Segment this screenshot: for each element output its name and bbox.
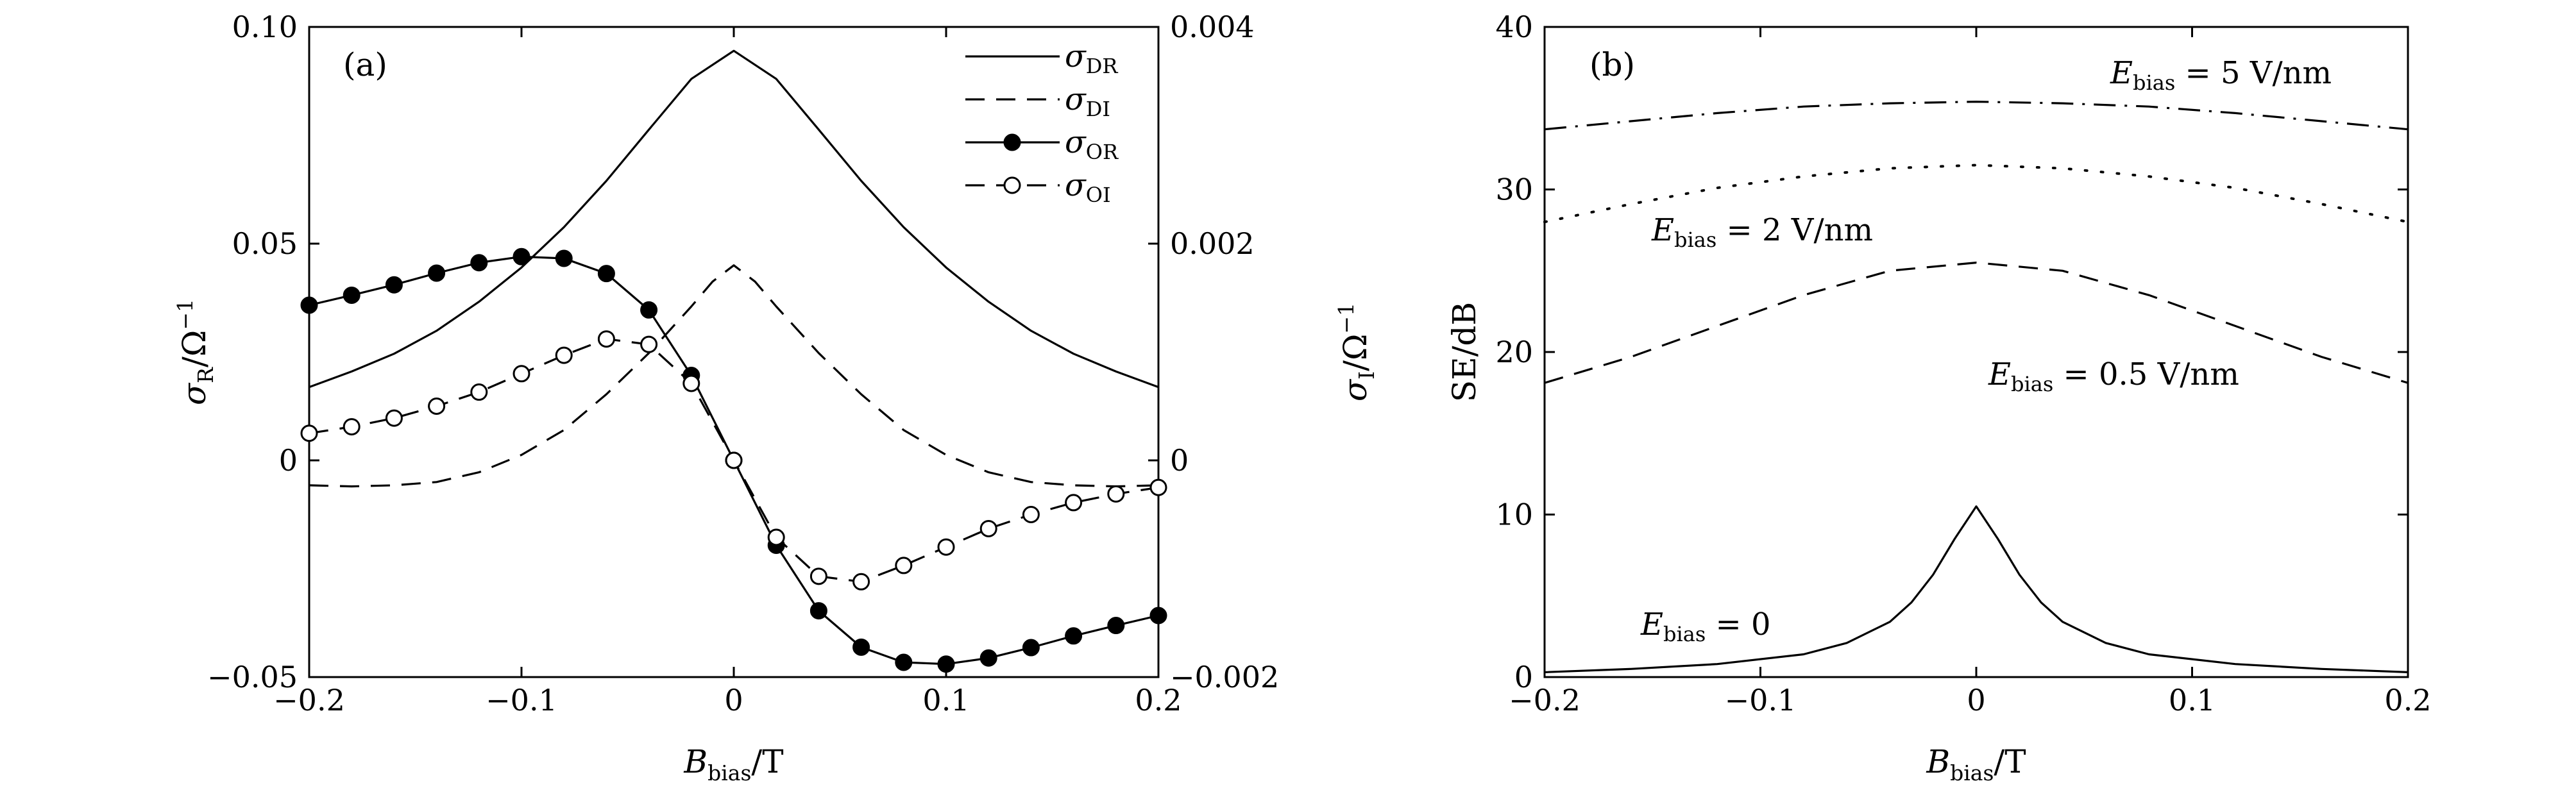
series-line-ebias-5-v-nm: [1544, 101, 2409, 131]
panel-a-x-axis-title: Bbias/T: [683, 743, 783, 785]
annotation-ebias-5: Ebias = 5 V/nm: [2110, 55, 2332, 95]
data-point-oi: [343, 418, 360, 436]
legend-marker-or: [1003, 133, 1021, 151]
annotation-ebias-0-5: Ebias = 0.5 V/nm: [1988, 356, 2239, 396]
data-point-or: [300, 296, 318, 314]
data-point-oi: [852, 573, 870, 591]
panel-b-x-ticks: −0.2 −0.1 0 0.1 0.2: [1509, 27, 2432, 717]
panel-b: −0.2 −0.1 0 0.1 0.2 0 10 20 30 40 (b) Ebias = 5 …: [1446, 10, 2432, 785]
series-line-di: [309, 264, 1159, 488]
panel-b-frame: [1543, 26, 2409, 678]
legend-label-or: σOR: [1065, 124, 1119, 164]
y-left-tick-label: 0.10: [232, 10, 298, 44]
data-point-or: [852, 638, 870, 656]
y-right-tick-label: 0: [1170, 443, 1189, 478]
legend-label-dr: σDR: [1065, 38, 1118, 78]
panel-b-y-ticks: 0 10 20 30 40: [1495, 10, 2408, 694]
data-point-or: [937, 655, 955, 673]
data-point-or: [640, 301, 658, 319]
y-left-tick-label: −0.05: [207, 660, 298, 694]
panel-b-label: (b): [1589, 46, 1635, 83]
x-tick-label: 0.2: [1135, 683, 1182, 717]
data-point-or: [555, 249, 573, 267]
x-tick-label: 0.1: [922, 683, 969, 717]
panel-a-y-right-ticks: −0.002 0 0.002 0.004: [1148, 10, 1279, 694]
panel-a-y-left-axis-title: σR/Ω−1: [173, 299, 218, 405]
y-right-tick-label: 0.002: [1170, 226, 1255, 261]
y-tick-label: 0: [1514, 660, 1533, 694]
legend-marker-oi: [1003, 176, 1021, 194]
x-tick-label: 0: [724, 683, 743, 717]
legend-label-oi: σOI: [1065, 167, 1111, 207]
data-point-or: [1107, 617, 1125, 635]
data-point-oi: [767, 528, 785, 546]
legend-label-di: σDI: [1065, 81, 1110, 121]
panel-a-x-ticks: −0.2 −0.1 0 0.1 0.2: [273, 27, 1182, 717]
data-point-oi: [1107, 485, 1125, 503]
data-point-or: [1149, 607, 1167, 625]
data-point-oi: [809, 567, 827, 585]
panel-a: −0.2 −0.1 0 0.1 0.2 −0.05 0 0.05 0.10 −0.002 0 0.…: [173, 10, 1379, 785]
panel-a-y-right-axis-title: σI/Ω−1: [1334, 303, 1379, 401]
x-tick-label: −0.1: [486, 683, 557, 717]
x-tick-label: −0.2: [273, 683, 345, 717]
panel-a-label: (a): [343, 46, 387, 83]
data-point-or: [1065, 627, 1083, 645]
y-right-tick-label: 0.004: [1170, 10, 1255, 44]
y-tick-label: 20: [1495, 335, 1533, 369]
y-tick-label: 10: [1495, 498, 1533, 532]
series-line-ebias-0-5-v-nm: [1544, 262, 2409, 384]
panel-a-legend: σDR σDI σOR σOI: [965, 38, 1119, 207]
y-tick-label: 30: [1495, 172, 1533, 207]
data-point-oi: [979, 519, 997, 537]
data-point-oi: [470, 383, 488, 401]
data-point-oi: [513, 365, 530, 383]
data-point-or: [513, 247, 530, 265]
data-point-oi: [300, 424, 318, 442]
panel-a-y-left-ticks: −0.05 0 0.05 0.10: [207, 10, 319, 694]
data-point-oi: [597, 330, 615, 348]
y-left-tick-label: 0: [279, 443, 298, 478]
data-point-oi: [895, 557, 913, 574]
data-point-oi: [1022, 506, 1040, 523]
annotation-ebias-2: Ebias = 2 V/nm: [1651, 212, 1873, 252]
data-point-or: [1022, 639, 1040, 657]
data-point-or: [470, 254, 488, 272]
data-point-oi: [725, 451, 743, 469]
data-point-oi: [640, 335, 658, 353]
data-point-oi: [385, 409, 403, 427]
data-point-oi: [555, 346, 573, 364]
panel-b-y-axis-title: SE/dB: [1446, 302, 1483, 402]
data-point-or: [895, 653, 913, 671]
panel-a-frame: [308, 26, 1160, 678]
x-tick-label: 0: [1967, 683, 1985, 717]
y-right-tick-label: −0.002: [1170, 660, 1279, 694]
x-tick-label: 0.1: [2169, 683, 2216, 717]
data-point-or: [428, 264, 446, 282]
series-line-ebias-2-v-nm: [1543, 163, 2409, 224]
data-point-oi: [937, 538, 955, 556]
data-point-oi: [428, 398, 446, 415]
data-point-or: [343, 286, 360, 304]
x-tick-label: −0.1: [1725, 683, 1797, 717]
data-point-oi: [1065, 494, 1083, 512]
panel-a-series: [300, 49, 1167, 673]
data-point-or: [385, 276, 403, 294]
x-tick-label: −0.2: [1509, 683, 1580, 717]
series-line-ebias-0: [1544, 505, 2409, 673]
data-point-or: [809, 602, 827, 620]
panel-b-series: [1543, 101, 2409, 673]
data-point-oi: [682, 374, 700, 392]
panel-b-x-axis-title: Bbias/T: [1926, 743, 2026, 785]
x-tick-label: 0.2: [2384, 683, 2431, 717]
y-tick-label: 40: [1495, 10, 1533, 44]
data-point-oi: [1149, 478, 1167, 496]
y-left-tick-label: 0.05: [232, 226, 298, 261]
annotation-ebias-0: Ebias = 0: [1640, 607, 1771, 646]
data-point-or: [597, 265, 615, 283]
series-line-dr: [309, 49, 1159, 389]
data-point-or: [979, 649, 997, 667]
